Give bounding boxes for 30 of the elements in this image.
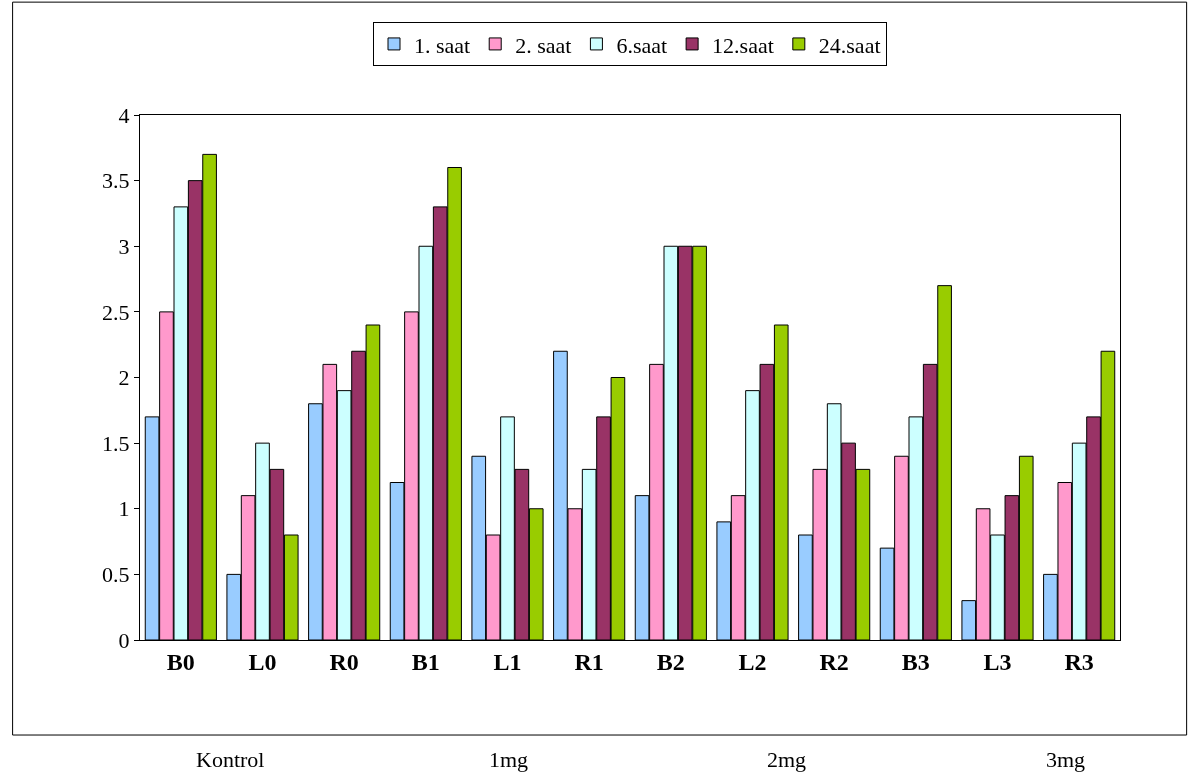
x-tick-label: B0 [166, 648, 195, 675]
x-tick-label: R3 [1064, 648, 1094, 675]
x-tick-label: B2 [656, 648, 685, 675]
x-tick-label: L0 [248, 648, 277, 675]
x-tick-label: R2 [819, 648, 849, 675]
x-tick-label: B3 [901, 648, 930, 675]
legend-label: 24.saat [818, 32, 881, 58]
y-tick-label: 3.5 [102, 168, 130, 194]
y-tick-label: 2.5 [102, 299, 130, 325]
y-tick-label: 3 [118, 233, 130, 259]
x-tick-label: L2 [738, 648, 767, 675]
x-tick-label: B1 [411, 648, 440, 675]
y-tick-label: 2 [118, 365, 130, 391]
y-tick-label: 1 [118, 496, 130, 522]
legend-label: 1. saat [414, 32, 471, 58]
y-tick-label: 4 [118, 102, 130, 128]
text: 2mg [767, 747, 807, 772]
y-tick-label: 1.5 [102, 430, 130, 456]
legend-label: 12.saat [712, 32, 774, 58]
legend-label: 2. saat [515, 32, 572, 58]
x-tick-label: R1 [574, 648, 604, 675]
x-tick-label: L3 [983, 648, 1012, 675]
text: 1mg [489, 747, 529, 772]
text: Kontrol [196, 747, 265, 772]
y-tick-label: 0.5 [102, 562, 130, 588]
legend-label: 6.saat [616, 32, 668, 58]
x-tick-label: L1 [493, 648, 522, 675]
x-tick-label: R0 [329, 648, 359, 675]
y-tick-label: 0 [118, 627, 130, 653]
text: 3mg [1046, 747, 1086, 772]
